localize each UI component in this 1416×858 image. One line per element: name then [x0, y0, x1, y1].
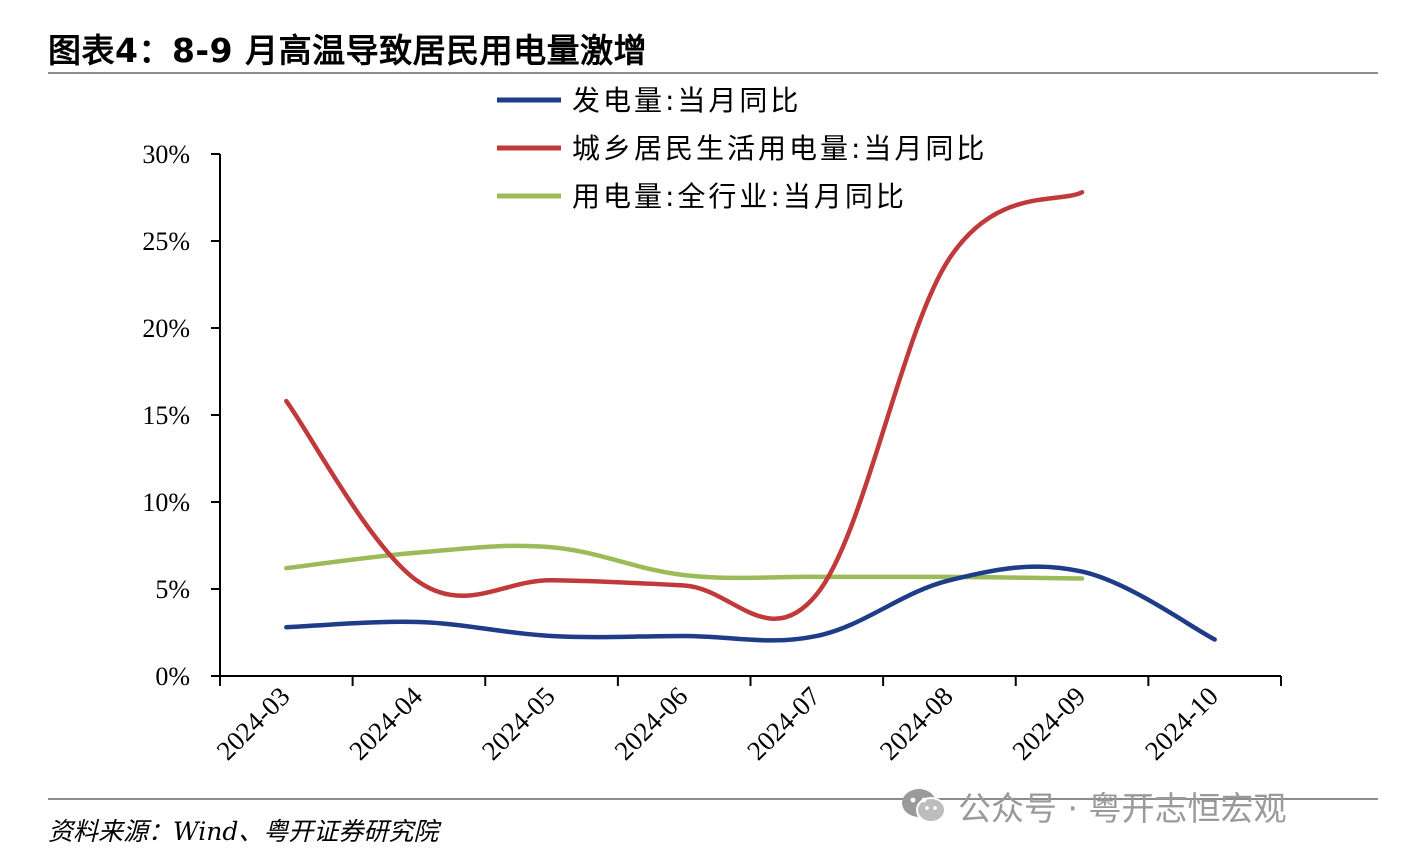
- y-tick-label: 20%: [142, 314, 190, 343]
- x-tick-label: 2024-07: [741, 681, 826, 766]
- wechat-icon: [902, 789, 946, 823]
- x-tick-label: 2024-04: [343, 681, 428, 766]
- x-tick-label: 2024-05: [476, 681, 561, 766]
- legend-label: 城乡居民生活用电量:当月同比: [572, 132, 987, 165]
- y-tick-label: 30%: [142, 140, 190, 169]
- y-tick-label: 10%: [142, 488, 190, 517]
- x-tick-label: 2024-09: [1006, 681, 1091, 766]
- legend-label: 发电量:当月同比: [572, 84, 801, 117]
- title-divider: [48, 72, 1378, 74]
- watermark-text: 公众号 · 粤开志恒宏观: [958, 789, 1287, 828]
- legend-label: 用电量:全行业:当月同比: [572, 180, 907, 213]
- y-tick-label: 25%: [142, 227, 190, 256]
- axes: 0% 5% 10% 15% 20% 25% 30% 2024-03 2024-04 2024-05…: [142, 140, 1282, 766]
- page-title: 图表4：8-9 月高温导致居民用电量激增: [48, 31, 648, 70]
- x-tick-label: 2024-08: [874, 681, 959, 766]
- series-line-1: [284, 564, 1217, 643]
- series-line-3: [284, 543, 1085, 581]
- series-line-2: [284, 190, 1085, 621]
- y-tick-label: 15%: [142, 401, 190, 430]
- source-note: 资料来源：Wind、粤开证券研究院: [48, 817, 439, 846]
- series-layer: [284, 190, 1217, 643]
- x-tick-label: 2024-06: [609, 681, 694, 766]
- y-tick-label: 5%: [155, 575, 190, 604]
- watermark: 公众号 · 粤开志恒宏观: [900, 782, 1286, 830]
- y-tick-label: 0%: [155, 662, 190, 691]
- source-divider: [48, 798, 1378, 800]
- x-tick-label: 2024-10: [1139, 681, 1224, 766]
- x-tick-label: 2024-03: [211, 681, 296, 766]
